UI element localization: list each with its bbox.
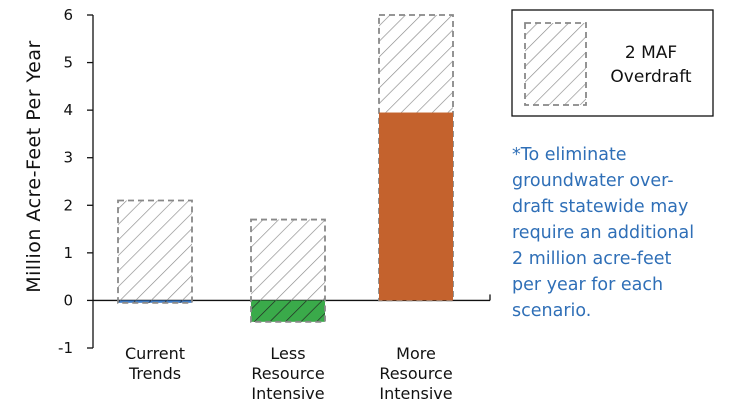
x-category-label: Resource xyxy=(379,364,452,383)
scenario-bar-hatch xyxy=(118,300,192,303)
overdraft-bar-fill xyxy=(379,15,453,113)
y-tick-label: 3 xyxy=(63,149,73,167)
labels: -1 0 1 2 3 4 5 6 Million Acre-Feet Per Year Curre… xyxy=(23,6,453,403)
scenario-bar-hatch xyxy=(251,300,325,322)
x-category-label: Intensive xyxy=(379,384,452,403)
y-tick-label: 5 xyxy=(63,54,73,72)
y-axis-title: Million Acre-Feet Per Year xyxy=(23,40,45,293)
overdraft-bar-fill xyxy=(118,200,192,301)
bars xyxy=(117,14,454,323)
x-category-label: Less xyxy=(270,344,305,363)
y-tick-label: 2 xyxy=(63,196,73,214)
overdraft-bar-fill xyxy=(251,219,325,301)
legend-label: 2 MAF xyxy=(625,43,677,63)
y-tick-label: 6 xyxy=(63,6,73,24)
x-category-label: Trends xyxy=(128,364,181,383)
legend-label: Overdraft xyxy=(610,67,691,87)
legend: 2 MAF Overdraft xyxy=(511,9,714,117)
legend-swatch-fill xyxy=(525,23,586,105)
x-category-label: Current xyxy=(125,344,185,363)
x-category-label: Resource xyxy=(251,364,324,383)
overdraft-note: *To eliminate groundwater over- draft st… xyxy=(512,145,695,321)
overdraft-bar-outline xyxy=(117,199,193,304)
y-tick-label: -1 xyxy=(58,339,73,357)
overdraft-bar-outline xyxy=(250,218,326,323)
y-tick-label: 1 xyxy=(63,244,73,262)
y-tick-label: 0 xyxy=(63,291,73,309)
scenario-bar xyxy=(379,112,453,301)
x-category-label: Intensive xyxy=(251,384,324,403)
legend-swatch-outline xyxy=(524,22,587,106)
y-tick-label: 4 xyxy=(63,101,73,119)
x-category-label: More xyxy=(396,344,436,363)
